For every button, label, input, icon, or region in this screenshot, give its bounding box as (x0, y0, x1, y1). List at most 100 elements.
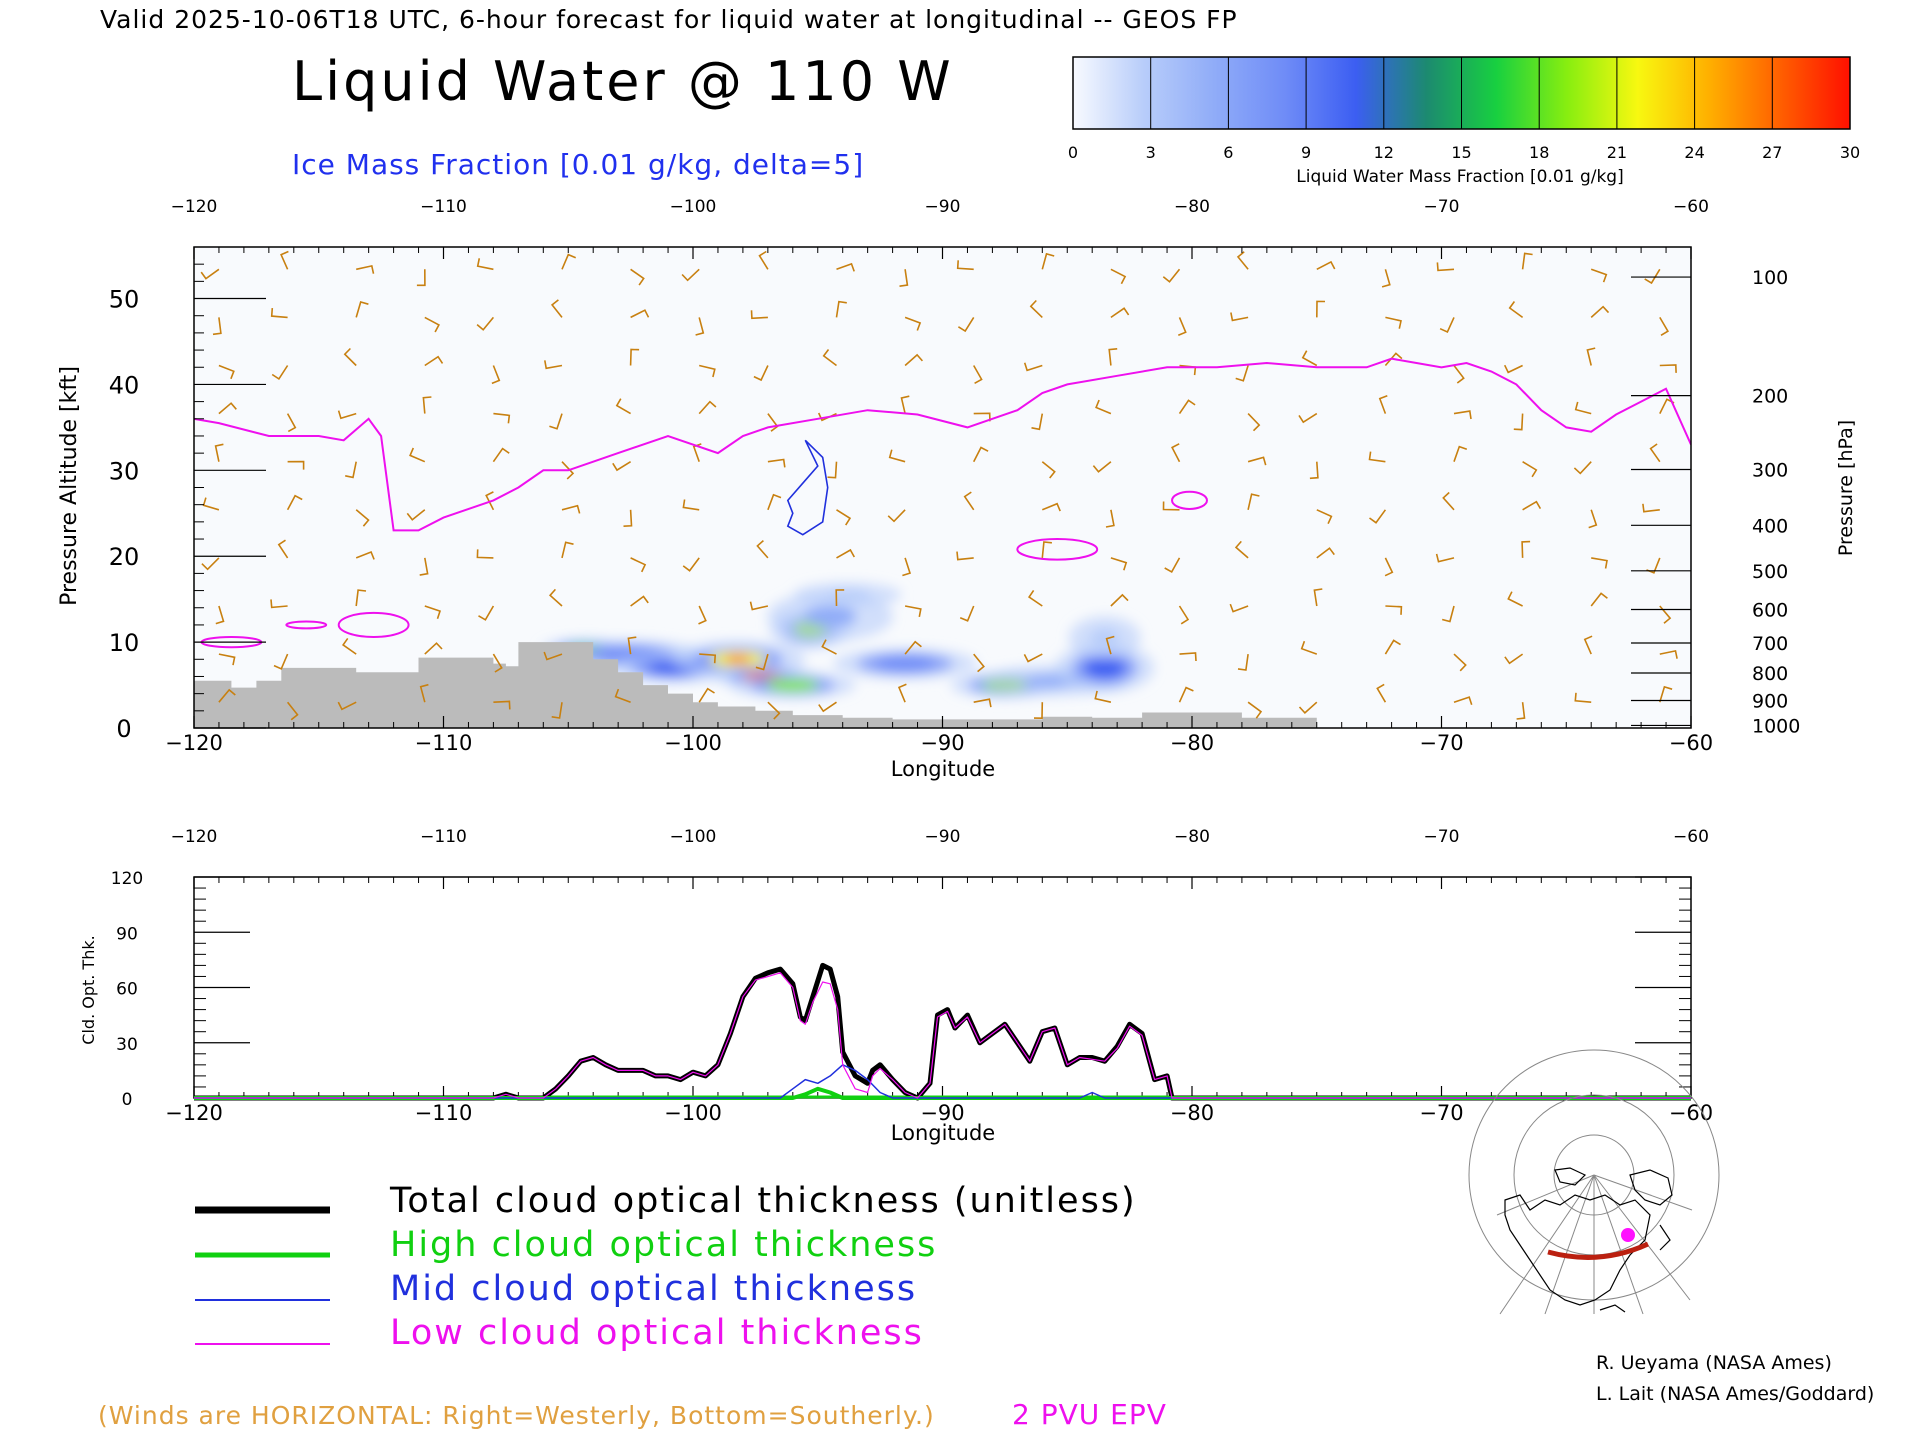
y-tick-label: 0 (116, 715, 131, 743)
pvu-label: 2 PVU EPV (1012, 1398, 1167, 1431)
wind-barb (1247, 456, 1267, 466)
x-tick-label-top: −110 (420, 197, 467, 217)
wind-barb (1588, 509, 1598, 529)
liquid-water-core (1084, 657, 1126, 679)
pv-2pvu-contour (194, 357, 1691, 532)
colorbar-tick-label: 9 (1301, 143, 1311, 162)
wind-barb (698, 605, 707, 625)
series-mid-line (194, 1064, 1691, 1099)
wind-barb (1521, 252, 1533, 270)
wind-barb (1574, 401, 1592, 415)
wind-barb (767, 701, 781, 720)
wind-barb (627, 636, 637, 655)
wind-barb (202, 497, 220, 511)
wind-barb (1108, 348, 1118, 366)
x-tick-label-bottom: −60 (1669, 1101, 1713, 1125)
wind-barb (750, 310, 768, 320)
colorbar-label: Liquid Water Mass Fraction [0.01 g/kg] (1296, 167, 1623, 187)
pv-contour-island (1171, 490, 1208, 510)
wind-barb (755, 653, 769, 671)
pressure-tick-label: 500 (1752, 561, 1788, 583)
wind-barb (201, 557, 220, 571)
x-tick-label-top: −80 (1174, 827, 1210, 847)
wind-barb (1435, 553, 1455, 563)
wind-barb (888, 449, 906, 463)
bottom-y-axis-label: Cld. Opt. Thk. (79, 935, 98, 1044)
wind-barb (493, 700, 511, 710)
header-valid-line: Valid 2025-10-06T18 UTC, 6-hour forecast… (100, 5, 1238, 34)
map-coastlines (1504, 1167, 1673, 1313)
x-tick-label-top: −90 (925, 197, 961, 217)
wind-barb (1298, 412, 1318, 424)
wind-barb (355, 589, 367, 607)
wind-barb (1110, 268, 1127, 285)
wind-barb (337, 701, 357, 711)
plot-background (194, 247, 1691, 728)
cross-section-path (1547, 1241, 1650, 1260)
y-tick-label: 20 (109, 543, 140, 571)
wind-barb (835, 300, 847, 318)
wind-barb (1162, 501, 1180, 511)
colorbar-tick-label: 15 (1451, 143, 1471, 162)
wind-barb (409, 447, 426, 463)
series-high-line (194, 1086, 1691, 1100)
wind-barbs (200, 250, 1678, 721)
x-tick-label-top: −80 (1174, 197, 1210, 217)
credit-line-2: L. Lait (NASA Ames/Goddard) (1596, 1383, 1874, 1405)
wind-barb (1376, 683, 1387, 703)
wind-barb (1023, 362, 1043, 372)
wind-barb (835, 589, 845, 607)
pressure-tick-label: 700 (1752, 633, 1788, 655)
top-y-axis-label: Pressure Altitude [kft] (57, 366, 82, 606)
wind-barb (561, 504, 581, 514)
wind-barb (973, 653, 985, 673)
wind-barb (1574, 692, 1592, 703)
colorbar-tick-label: 12 (1374, 143, 1394, 162)
x-tick-label-bottom: −70 (1419, 731, 1463, 755)
x-tick-label-top: −110 (420, 827, 467, 847)
legend-label-high: High cloud optical thickness (390, 1225, 937, 1265)
wind-barb (548, 588, 563, 607)
wind-barb (897, 683, 907, 703)
wind-barb (416, 269, 426, 287)
wind-barb (900, 395, 910, 414)
x-tick-label-bottom: −120 (165, 731, 223, 755)
wind-barb (286, 494, 303, 511)
pressure-tick-label: 300 (1752, 459, 1788, 481)
wind-barb (1178, 605, 1190, 625)
colorbar-tick-label: 24 (1684, 143, 1704, 162)
ice-mass-contour (786, 439, 829, 536)
x-tick-label-bottom: −80 (1170, 1101, 1214, 1125)
wind-barb (1110, 307, 1130, 319)
y-tick-label: 50 (109, 286, 140, 314)
wind-barb (1439, 317, 1455, 334)
x-tick-label-bottom: −60 (1669, 731, 1713, 755)
colorbar-tick-label: 6 (1223, 143, 1233, 162)
wind-barb (698, 400, 717, 415)
x-tick-label-bottom: −80 (1170, 731, 1214, 755)
x-tick-label-top: −60 (1673, 197, 1709, 217)
wind-barb (345, 461, 357, 479)
wind-barb (1229, 603, 1249, 613)
wind-barb (615, 398, 632, 415)
wind-barb (699, 364, 716, 378)
wind-barb (699, 653, 717, 664)
wind-barb (406, 509, 426, 521)
wind-barb (561, 253, 577, 270)
wind-barb (904, 353, 923, 367)
wind-barb (561, 461, 575, 480)
wind-barb (630, 268, 645, 286)
wind-barb (836, 509, 852, 526)
wind-barb (1384, 352, 1403, 367)
wind-barb (286, 701, 299, 721)
wind-barb (419, 557, 429, 576)
wind-barb (1590, 305, 1610, 318)
wind-barb (1247, 493, 1260, 510)
wind-barb (1586, 347, 1596, 366)
y-tick-label: 10 (109, 629, 140, 657)
wind-barb (821, 639, 837, 655)
x-tick-label-top: −100 (670, 197, 717, 217)
liquid-water-peak (724, 655, 752, 663)
wind-barb (887, 509, 906, 523)
wind-barb (973, 698, 992, 708)
